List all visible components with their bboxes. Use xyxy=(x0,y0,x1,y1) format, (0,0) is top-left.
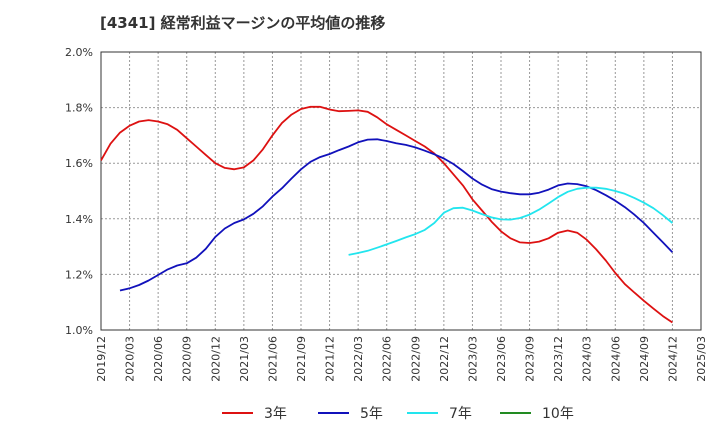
x-tick-label: 2022/03 xyxy=(352,336,365,382)
y-tick-label: 1.4% xyxy=(65,213,93,226)
x-tick-label: 2020/06 xyxy=(152,336,165,382)
y-tick-label: 2.0% xyxy=(65,46,93,59)
plot-border xyxy=(100,51,702,331)
chart-title: [4341] 経常利益マージンの平均値の推移 xyxy=(100,14,386,32)
x-tick-label: 2019/12 xyxy=(95,336,108,382)
y-tick-label: 1.6% xyxy=(65,157,93,170)
x-tick-label: 2023/09 xyxy=(524,336,537,382)
x-tick-label: 2022/12 xyxy=(438,336,451,382)
legend-label: 3年 xyxy=(264,406,287,422)
series-line xyxy=(119,138,674,292)
grid-layer xyxy=(101,52,701,330)
x-tick-label: 2020/12 xyxy=(209,336,222,382)
x-tick-label: 2020/09 xyxy=(181,336,194,382)
x-tick-label: 2025/03 xyxy=(695,336,708,382)
x-tick-label: 2022/09 xyxy=(409,336,422,382)
x-tick-label: 2023/12 xyxy=(552,336,565,382)
legend-label: 5年 xyxy=(360,406,383,422)
y-tick-label: 1.0% xyxy=(65,324,93,337)
x-tick-label: 2021/12 xyxy=(324,336,337,382)
plot-frame xyxy=(101,52,701,330)
y-tick-label: 1.2% xyxy=(65,268,93,281)
x-tick-label: 2024/06 xyxy=(609,336,622,382)
legend-label: 10年 xyxy=(542,406,574,422)
x-tick-label: 2021/06 xyxy=(266,336,279,382)
legend-label: 7年 xyxy=(449,406,472,422)
x-tick-label: 2021/09 xyxy=(295,336,308,382)
series-line xyxy=(348,186,673,256)
x-tick-label: 2024/12 xyxy=(666,336,679,382)
x-axis-labels: 2019/12 2020/03 2020/06 2020/09 2020/12 2021/… xyxy=(95,336,708,382)
x-tick-label: 2024/09 xyxy=(638,336,651,382)
legend: 3年 5年 7年 10年 xyxy=(222,406,574,422)
x-tick-label: 2022/06 xyxy=(381,336,394,382)
series-line xyxy=(100,105,673,324)
x-tick-label: 2021/03 xyxy=(238,336,251,382)
x-tick-label: 2020/03 xyxy=(124,336,137,382)
series-layer xyxy=(100,105,674,324)
x-tick-label: 2024/03 xyxy=(581,336,594,382)
y-tick-label: 1.8% xyxy=(65,102,93,115)
x-tick-label: 2023/06 xyxy=(495,336,508,382)
x-tick-label: 2023/03 xyxy=(466,336,479,382)
y-axis-labels: 1.0% 1.2% 1.4% 1.6% 1.8% 2.0% xyxy=(65,46,93,337)
